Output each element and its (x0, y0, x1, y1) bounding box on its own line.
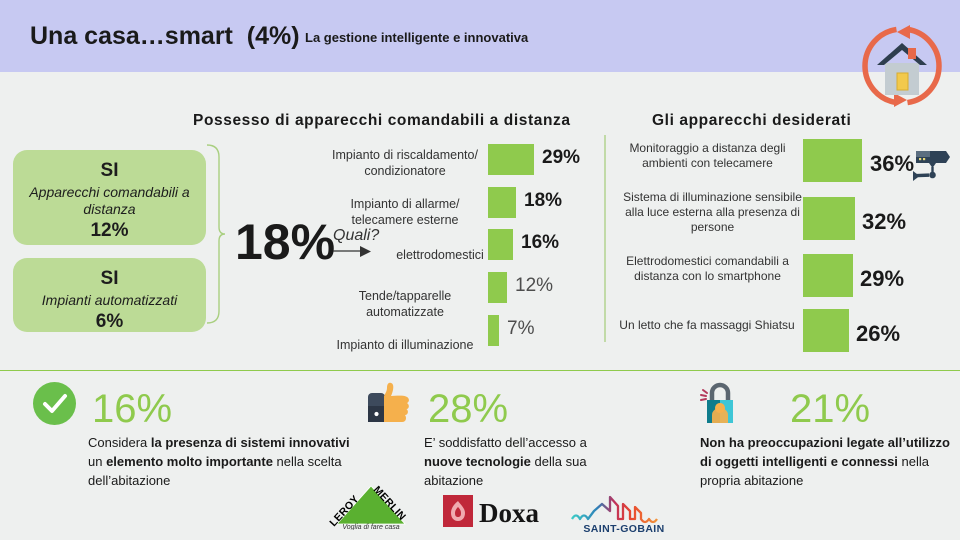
svg-text:SAINT-GOBAIN: SAINT-GOBAIN (583, 523, 664, 535)
svg-text:Voglia di fare casa: Voglia di fare casa (342, 524, 399, 530)
svg-text:Doxa: Doxa (479, 498, 539, 527)
